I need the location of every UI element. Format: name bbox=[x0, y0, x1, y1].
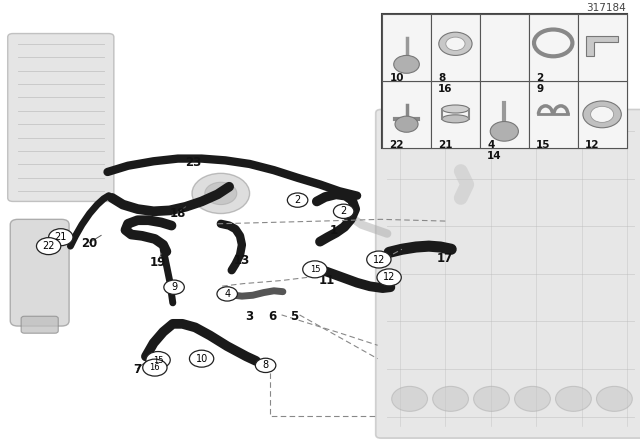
Bar bbox=[529, 14, 578, 81]
Circle shape bbox=[433, 386, 468, 411]
Circle shape bbox=[446, 37, 465, 51]
Text: 1: 1 bbox=[330, 224, 338, 237]
Circle shape bbox=[515, 386, 550, 411]
FancyBboxPatch shape bbox=[376, 109, 640, 438]
Bar bbox=[382, 14, 431, 81]
Circle shape bbox=[367, 251, 391, 268]
Circle shape bbox=[596, 386, 632, 411]
Text: 10: 10 bbox=[195, 353, 208, 364]
Text: 8
16: 8 16 bbox=[438, 73, 453, 95]
Bar bbox=[529, 81, 578, 148]
Ellipse shape bbox=[442, 115, 469, 123]
Circle shape bbox=[303, 261, 327, 278]
Circle shape bbox=[556, 386, 591, 411]
Circle shape bbox=[377, 269, 401, 286]
Bar bbox=[431, 14, 480, 81]
FancyBboxPatch shape bbox=[8, 34, 114, 202]
Circle shape bbox=[146, 352, 170, 369]
Text: 4: 4 bbox=[224, 289, 230, 299]
Text: 21: 21 bbox=[438, 140, 453, 150]
Bar bbox=[382, 81, 431, 148]
Text: 23: 23 bbox=[185, 155, 202, 168]
Text: 3: 3 bbox=[246, 310, 253, 323]
Circle shape bbox=[217, 287, 237, 301]
Circle shape bbox=[192, 173, 250, 214]
Text: 8: 8 bbox=[262, 360, 269, 370]
Text: 15: 15 bbox=[310, 265, 320, 274]
Text: 4
14: 4 14 bbox=[487, 140, 502, 161]
Text: 7: 7 bbox=[134, 363, 141, 376]
Circle shape bbox=[49, 229, 73, 246]
Bar bbox=[431, 81, 480, 148]
Text: 2
9: 2 9 bbox=[536, 73, 543, 95]
Bar bbox=[578, 81, 627, 148]
Text: 12: 12 bbox=[585, 140, 600, 150]
Circle shape bbox=[490, 121, 518, 141]
Text: 15: 15 bbox=[153, 356, 163, 365]
Bar bbox=[382, 14, 627, 148]
Text: 10: 10 bbox=[389, 73, 404, 83]
Circle shape bbox=[333, 204, 354, 219]
Text: 19: 19 bbox=[150, 256, 166, 269]
Text: 317184: 317184 bbox=[586, 3, 626, 13]
Circle shape bbox=[439, 32, 472, 56]
Circle shape bbox=[591, 106, 614, 122]
Circle shape bbox=[189, 350, 214, 367]
Circle shape bbox=[36, 237, 61, 254]
Text: 17: 17 bbox=[436, 252, 453, 265]
Text: 2: 2 bbox=[294, 195, 301, 205]
Circle shape bbox=[287, 193, 308, 207]
Circle shape bbox=[583, 101, 621, 128]
Text: 9: 9 bbox=[171, 282, 177, 292]
Text: 6: 6 bbox=[268, 310, 276, 323]
Text: 13: 13 bbox=[234, 254, 250, 267]
Text: 16: 16 bbox=[150, 363, 160, 372]
Circle shape bbox=[474, 386, 509, 411]
Circle shape bbox=[143, 359, 167, 376]
Circle shape bbox=[164, 280, 184, 294]
Bar bbox=[480, 14, 529, 81]
Text: 12: 12 bbox=[372, 254, 385, 264]
Text: 5: 5 bbox=[291, 310, 298, 323]
Text: 21: 21 bbox=[54, 232, 67, 242]
Circle shape bbox=[394, 56, 419, 73]
Text: 2: 2 bbox=[340, 206, 347, 216]
Circle shape bbox=[255, 358, 276, 373]
Circle shape bbox=[392, 386, 428, 411]
Bar bbox=[480, 81, 529, 148]
Text: 11: 11 bbox=[318, 274, 335, 287]
Circle shape bbox=[395, 116, 418, 132]
Polygon shape bbox=[586, 36, 618, 56]
Text: 12: 12 bbox=[383, 272, 396, 282]
Text: 15: 15 bbox=[536, 140, 550, 150]
Bar bbox=[578, 14, 627, 81]
FancyBboxPatch shape bbox=[10, 220, 69, 326]
Text: 20: 20 bbox=[81, 237, 98, 250]
FancyBboxPatch shape bbox=[21, 316, 58, 333]
Circle shape bbox=[205, 182, 237, 205]
Text: 22: 22 bbox=[389, 140, 404, 150]
Text: 22: 22 bbox=[42, 241, 55, 251]
Ellipse shape bbox=[442, 105, 469, 113]
Text: 18: 18 bbox=[170, 207, 186, 220]
